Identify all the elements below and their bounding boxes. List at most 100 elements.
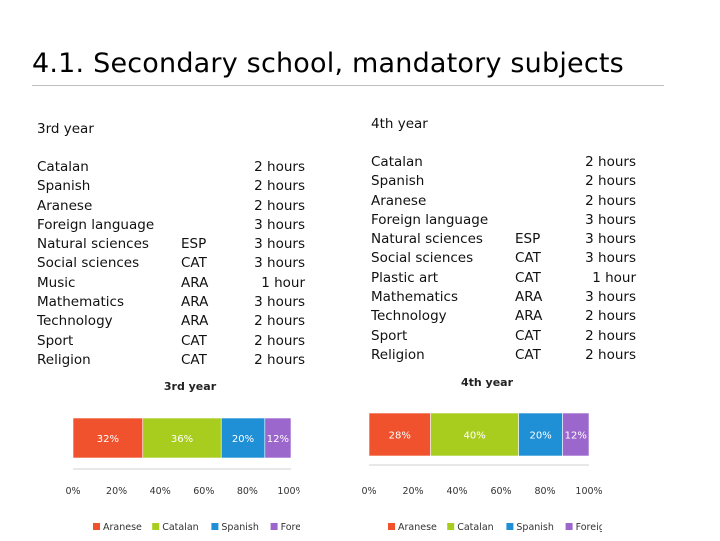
subject-hours: 2 hours	[585, 327, 636, 344]
legend-swatch	[388, 523, 395, 530]
x-tick-label: 20%	[106, 486, 127, 497]
subject-name: Aranese	[371, 192, 427, 209]
subject-hours: 2 hours	[585, 192, 636, 209]
legend-label: Spanish	[221, 522, 259, 533]
x-tick-label: 20%	[402, 486, 423, 497]
year4-subject-column: Catalan Spanish Aranese Foreign language Nat…	[371, 153, 488, 365]
chart-title: 4th year	[461, 376, 514, 389]
subject-language	[181, 158, 208, 177]
bar-data-label: 36%	[171, 434, 193, 445]
year3-heading: 3rd year	[37, 121, 94, 137]
subject-hours: 3 hours	[254, 216, 305, 233]
bar-data-label: 12%	[267, 434, 289, 445]
subject-language	[515, 153, 542, 172]
bar-segment-aranese	[72, 417, 144, 459]
subject-hours: 2 hours	[254, 178, 305, 195]
subject-name: Religion	[371, 346, 425, 363]
subject-hours: 3 hours	[585, 250, 636, 267]
subject-name: Catalan	[37, 159, 89, 175]
year4-hours-column: 2 hours 2 hours 2 hours 3 hours 3 hours 3 hou…	[561, 153, 636, 365]
subject-language: CAT	[515, 269, 541, 286]
subject-language: CAT	[515, 250, 541, 267]
subject-language: ARA	[181, 294, 209, 311]
subject-hours: 2 hours	[585, 154, 636, 170]
bar-data-label: 20%	[232, 434, 254, 445]
legend-label: Spanish	[516, 522, 554, 533]
legend-swatch	[506, 523, 514, 530]
legend-label: Foreign lang.	[281, 522, 300, 533]
year4-language-chart: 4th year 28% 40% 20% 12% 0% 20% 40% 60% 80% 100% Ar…	[352, 368, 637, 540]
bar-data-label: 20%	[529, 431, 551, 442]
legend-swatch	[565, 523, 573, 530]
subject-name: Mathematics	[37, 294, 124, 311]
subject-name: Mathematics	[371, 289, 458, 306]
subject-language	[181, 197, 208, 216]
subject-language	[515, 192, 542, 211]
x-tick-label: 60%	[193, 486, 214, 497]
subject-name: Catalan	[371, 154, 423, 170]
subject-language: ARA	[181, 274, 209, 291]
bar-data-label: 28%	[389, 431, 411, 442]
bar-segment-spanish	[518, 412, 563, 457]
legend-label: Aranese	[398, 522, 437, 533]
subject-name: Technology	[371, 308, 447, 325]
subject-hours: 2 hours	[254, 351, 305, 368]
subject-language: ESP	[181, 236, 207, 253]
legend-swatch	[93, 523, 100, 530]
x-tick-label: 40%	[446, 486, 467, 497]
subject-language: CAT	[515, 327, 541, 344]
subject-name: Sport	[371, 327, 408, 344]
subject-name: Sport	[37, 332, 74, 349]
subject-hours: 3 hours	[254, 294, 305, 311]
subject-hours: 2 hours	[254, 197, 305, 214]
subject-hours: 2 hours	[254, 313, 305, 330]
subject-name: Music	[37, 274, 76, 291]
bar-data-label: 12%	[565, 431, 587, 442]
subject-hours: 2 hours	[254, 332, 305, 349]
x-tick-label: 100%	[277, 486, 300, 497]
x-tick-label: 80%	[534, 486, 555, 497]
slide-title-block: 4.1. Secondary school, mandatory subject…	[32, 48, 664, 86]
legend-label: Catalan	[162, 522, 198, 533]
subject-hours: 2 hours	[585, 346, 636, 363]
subject-language: CAT	[181, 332, 207, 349]
subject-name: Plastic art	[371, 269, 439, 286]
subject-hours: 3 hours	[585, 289, 636, 306]
x-tick-label: 40%	[150, 486, 171, 497]
x-tick-label: 100%	[575, 486, 602, 497]
chart-svg: 3rd year 32% 36% 20% 12% 0% 20% 40% 60% 80% 100% Ar…	[65, 380, 342, 533]
subject-hours: 2 hours	[585, 173, 636, 190]
legend-swatch	[447, 523, 455, 530]
legend-swatch	[211, 523, 219, 530]
bar-segment-catalan	[430, 412, 519, 457]
title-divider	[32, 85, 664, 86]
x-tick-label: 80%	[237, 486, 258, 497]
legend-label: Foreign lang.	[576, 522, 602, 533]
year4-language-column: ESP CAT CAT ARA ARA CAT CAT	[515, 153, 542, 365]
legend-swatch	[152, 523, 160, 530]
subject-name: Religion	[37, 351, 91, 368]
year3-language-chart: 3rd year 32% 36% 20% 12% 0% 20% 40% 60% 80% 100% Ar…	[55, 372, 342, 541]
bar-data-label: 40%	[463, 431, 485, 442]
subject-name: Foreign language	[371, 211, 489, 228]
subject-name: Foreign language	[37, 216, 155, 233]
subject-language: CAT	[181, 351, 207, 368]
subject-language: ARA	[515, 289, 543, 306]
subject-hours: 3 hours	[254, 236, 305, 253]
subject-hours: 2 hours	[585, 308, 636, 325]
subject-name: Social sciences	[37, 255, 140, 272]
bar-segment-catalan	[142, 417, 222, 459]
x-tick-label: 0%	[361, 486, 376, 497]
legend-swatch	[270, 523, 278, 530]
subject-language: ARA	[181, 313, 209, 330]
chart-title: 3rd year	[164, 380, 217, 393]
subject-name: Technology	[37, 313, 113, 330]
subject-language	[181, 216, 208, 235]
x-tick-label: 60%	[490, 486, 511, 497]
bar-segment-foreign-lang	[562, 412, 590, 457]
subject-language: ESP	[515, 231, 541, 248]
subject-name: Natural sciences	[371, 231, 483, 248]
subject-name: Spanish	[37, 178, 91, 195]
year3-language-column: ESP CAT ARA ARA ARA CAT CAT	[181, 158, 208, 370]
subject-language: ARA	[515, 308, 543, 325]
